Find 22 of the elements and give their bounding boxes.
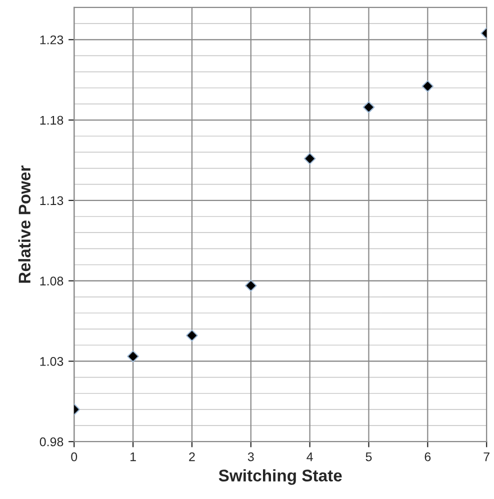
point <box>244 280 257 292</box>
x-tick-label: 5 <box>366 452 372 462</box>
x-tick-label: 1 <box>130 452 136 462</box>
x-tick-label: 0 <box>71 452 78 462</box>
point <box>304 152 316 165</box>
y-tick-label: 1.08 <box>40 276 64 286</box>
x-axis-title: Switching State <box>218 469 342 485</box>
point <box>186 330 198 342</box>
y-tick-label: 1.18 <box>40 116 64 125</box>
y-axis-title: Relative Power <box>18 166 31 283</box>
point <box>127 350 139 362</box>
y-tick-label: 1.13 <box>40 196 64 206</box>
y-tick-label: 1.03 <box>40 357 64 366</box>
x-tick-label: 7 <box>484 452 490 462</box>
x-tick-label: 3 <box>248 452 254 462</box>
x-tick-label: 2 <box>189 452 195 462</box>
point <box>362 101 375 114</box>
x-tick-label: 4 <box>306 452 313 462</box>
y-tick-label: 0.98 <box>40 437 64 446</box>
point <box>422 80 434 92</box>
x-tick-label: 6 <box>424 452 431 462</box>
y-tick-label: 1.23 <box>40 35 64 44</box>
